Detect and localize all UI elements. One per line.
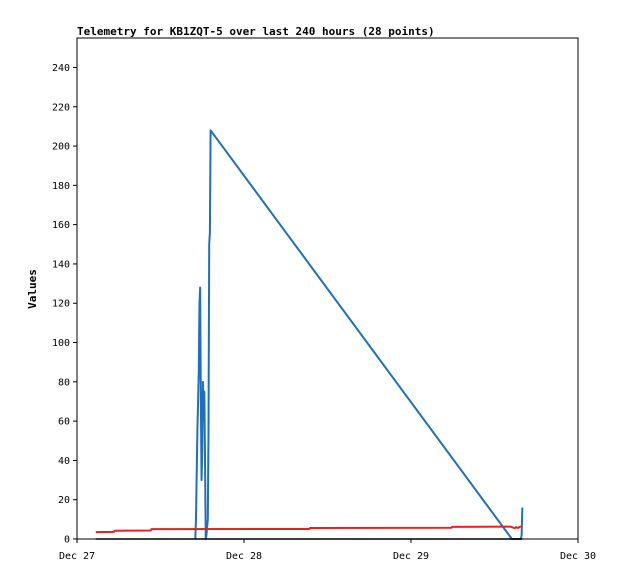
series-layer: [95, 129, 524, 540]
chart-title: Telemetry for KB1ZQT-5 over last 240 hou…: [77, 25, 435, 38]
y-tick-label: 220: [52, 102, 70, 113]
y-tick-label: 0: [64, 535, 70, 546]
y-axis-label: Values: [26, 269, 39, 309]
y-tick-label: 20: [58, 495, 70, 506]
y-tick-label: 200: [52, 142, 70, 153]
y-axis-ticks: 0 20 40 60 80 100 120 140 160 180 200 220 240: [52, 63, 77, 546]
x-tick-label: Dec 28: [226, 551, 262, 562]
y-tick-label: 100: [52, 338, 70, 349]
x-axis-ticks: Dec 27 Dec 28 Dec 29 Dec 30: [59, 539, 596, 562]
y-tick-label: 80: [58, 377, 70, 388]
y-tick-label: 60: [58, 417, 70, 428]
y-tick-label: 140: [52, 259, 70, 270]
y-tick-label: 160: [52, 220, 70, 231]
y-tick-label: 120: [52, 299, 70, 310]
series-line-red: [95, 525, 523, 534]
y-tick-label: 40: [58, 456, 70, 467]
series-line-blue: [194, 129, 524, 540]
x-tick-label: Dec 30: [560, 551, 596, 562]
x-tick-label: Dec 29: [393, 551, 429, 562]
y-tick-label: 240: [52, 63, 70, 74]
x-tick-label: Dec 27: [59, 551, 95, 562]
y-tick-label: 180: [52, 181, 70, 192]
